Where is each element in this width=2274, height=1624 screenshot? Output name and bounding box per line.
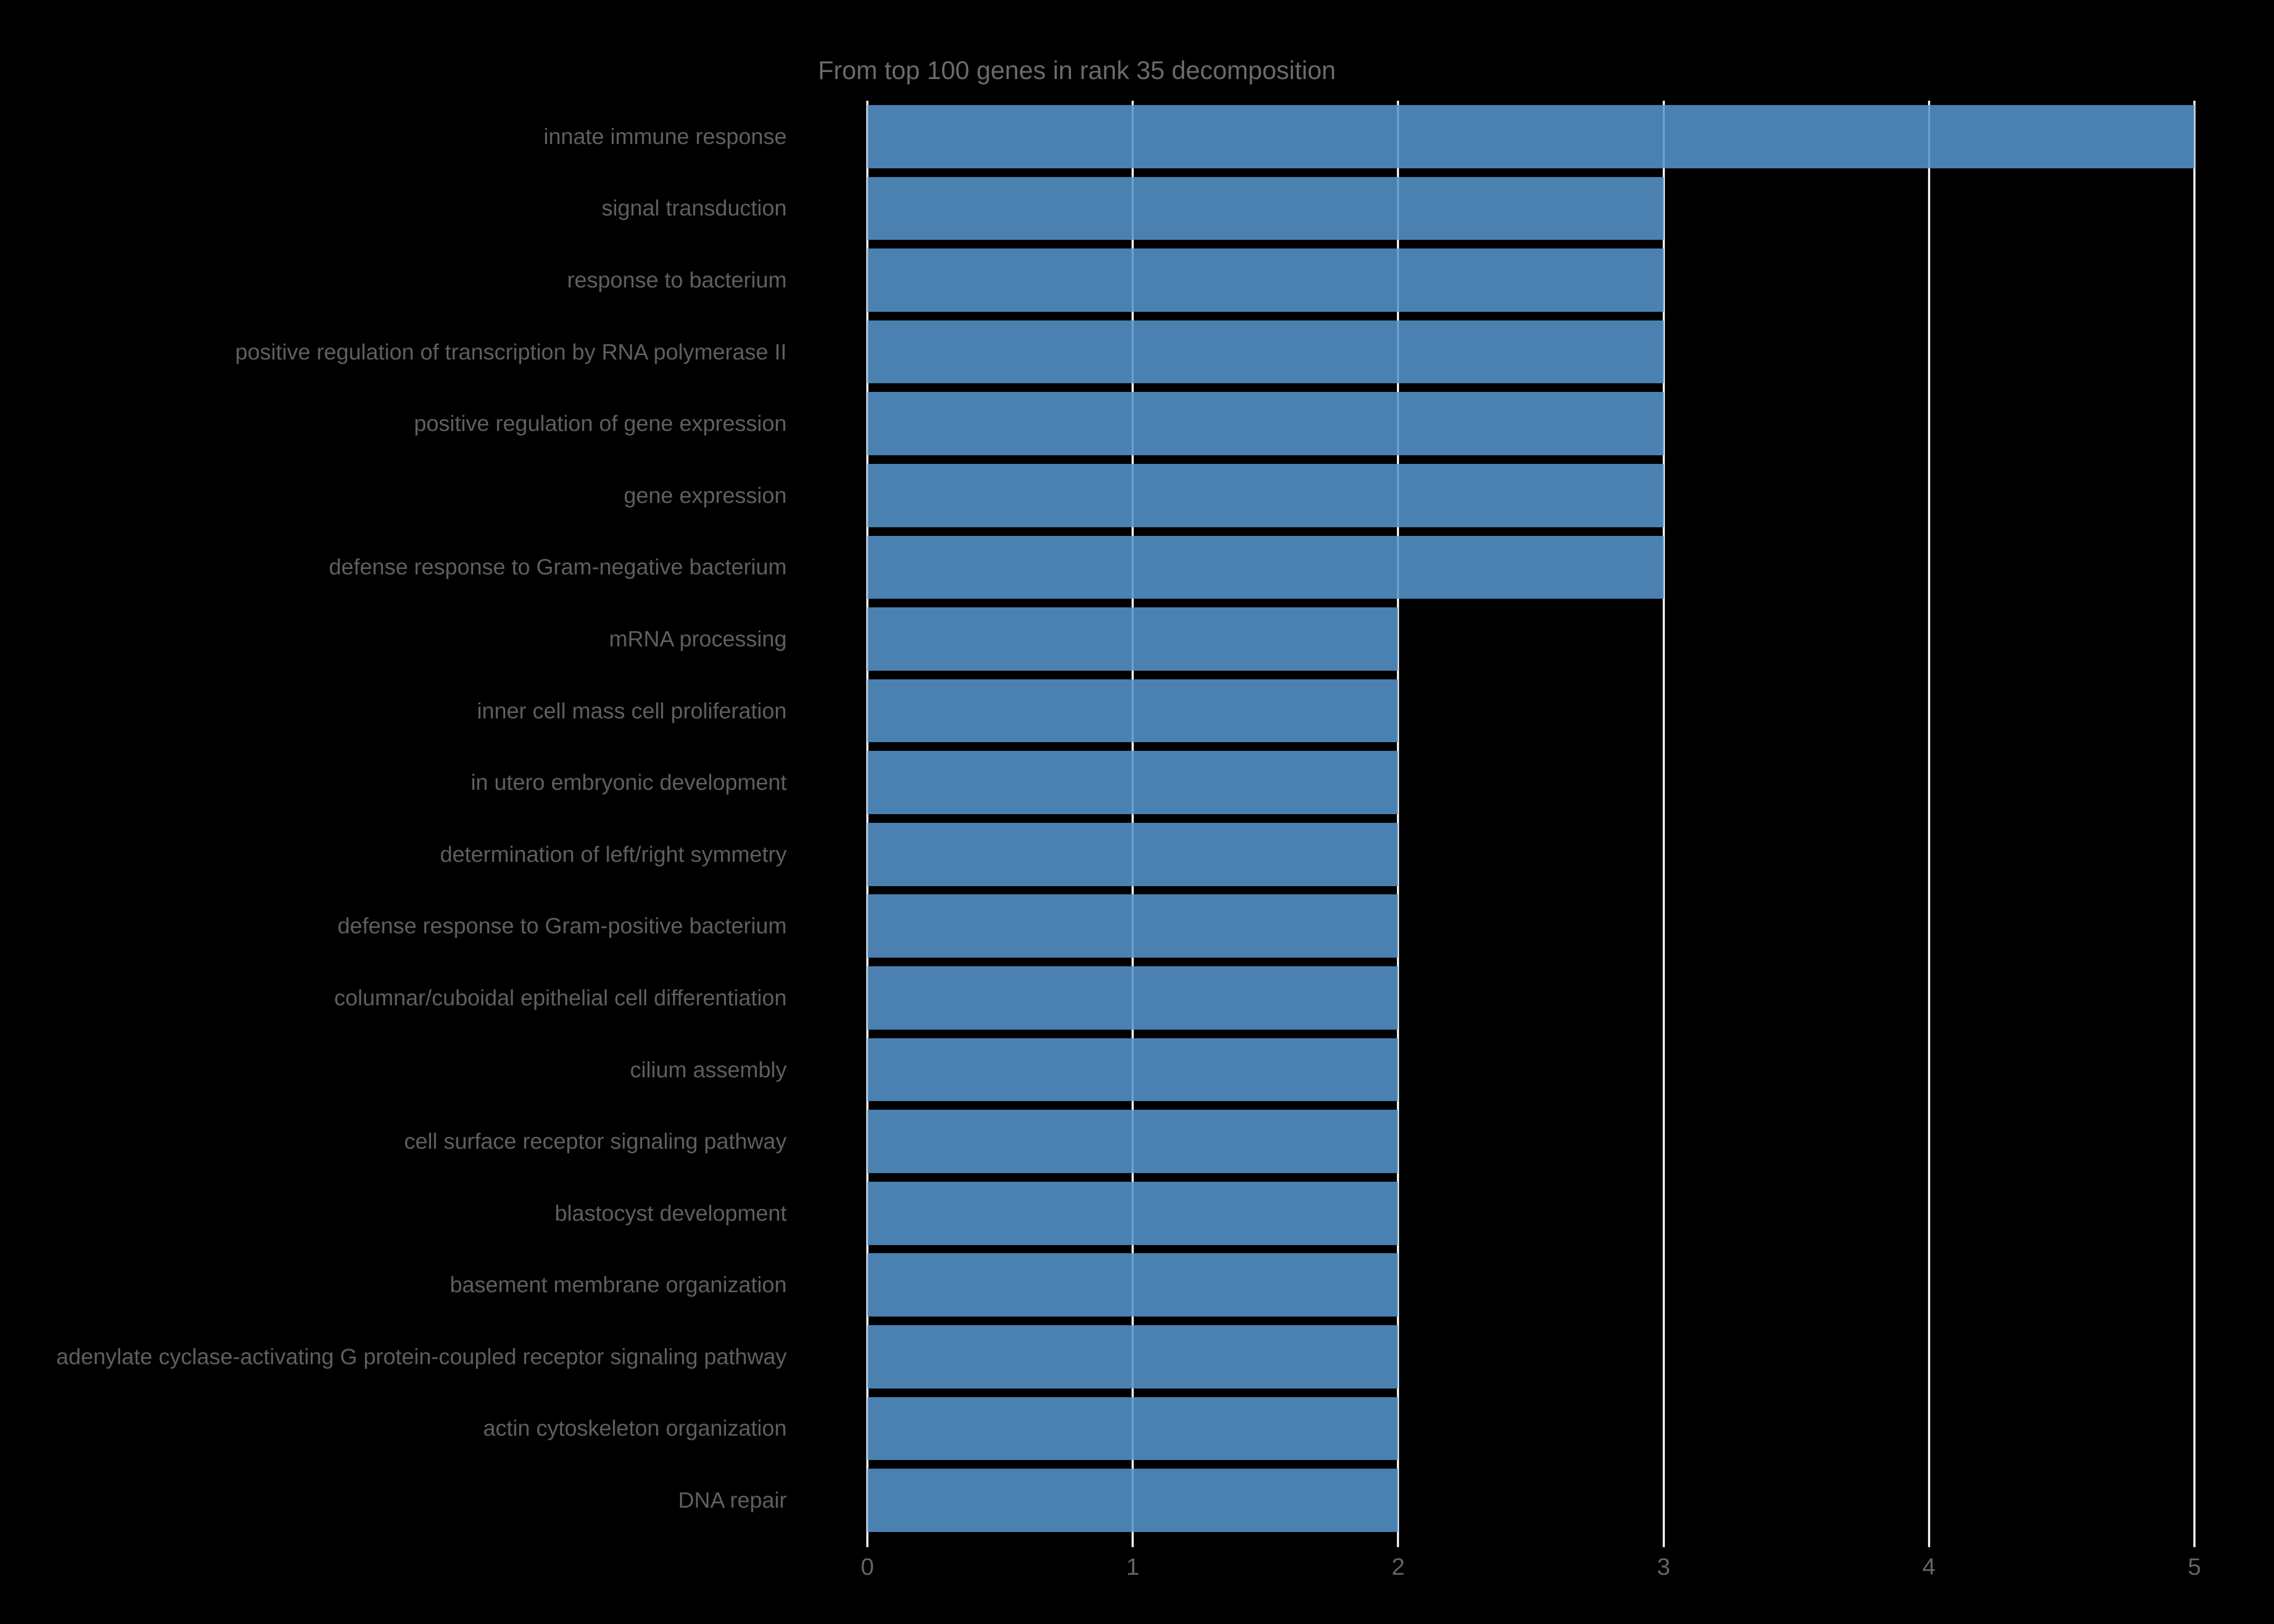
bar-row xyxy=(867,603,2194,675)
category-label: in utero embryonic development xyxy=(471,770,787,795)
bar-row xyxy=(867,1034,2194,1106)
gridline-x5 xyxy=(2193,101,2195,1536)
bar xyxy=(867,679,1399,743)
bar-row xyxy=(867,101,2194,173)
x-tick-label-1: 1 xyxy=(1126,1554,1140,1580)
x-tick-mark-3 xyxy=(1662,1536,1665,1547)
gridline-x2 xyxy=(1397,101,1400,1536)
x-tick-mark-2 xyxy=(1397,1536,1400,1547)
x-tick-mark-0 xyxy=(866,1536,868,1547)
bar-row xyxy=(867,962,2194,1034)
x-tick-label-2: 2 xyxy=(1391,1554,1405,1580)
category-label: gene expression xyxy=(624,482,787,508)
bar-row xyxy=(867,460,2194,532)
bar-row xyxy=(867,244,2194,316)
category-label: cilium assembly xyxy=(630,1057,787,1082)
category-label: columnar/cuboidal epithelial cell differ… xyxy=(334,985,787,1010)
bar-row xyxy=(867,675,2194,747)
bar-row xyxy=(867,1249,2194,1321)
bar-row xyxy=(867,1177,2194,1249)
gridline-x0 xyxy=(866,101,868,1536)
bar-row xyxy=(867,173,2194,245)
bar-row xyxy=(867,890,2194,962)
gridline-x4 xyxy=(1927,101,1930,1536)
bar xyxy=(867,104,2194,168)
bar xyxy=(867,966,1399,1030)
category-label: actin cytoskeleton organization xyxy=(483,1416,787,1441)
bar xyxy=(867,1469,1399,1532)
gridlines-layer xyxy=(866,101,2195,1536)
bar-row xyxy=(867,1464,2194,1536)
bar xyxy=(867,1110,1399,1173)
bar-row xyxy=(867,1393,2194,1465)
bar xyxy=(867,1253,1399,1317)
bar xyxy=(867,463,1664,527)
x-axis: 0 1 2 3 4 5 xyxy=(861,1536,2201,1612)
plot-area xyxy=(866,101,2195,1536)
bar-row xyxy=(867,1321,2194,1393)
category-label: inner cell mass cell proliferation xyxy=(477,698,787,723)
bar xyxy=(867,392,1664,455)
bar xyxy=(867,1181,1399,1245)
category-label: mRNA processing xyxy=(609,626,787,651)
bar-row xyxy=(867,316,2194,388)
bar xyxy=(867,822,1399,886)
gridline-x3 xyxy=(1662,101,1665,1536)
category-label: positive regulation of transcription by … xyxy=(235,339,787,364)
category-label: defense response to Gram-positive bacter… xyxy=(337,913,787,939)
category-label: response to bacterium xyxy=(567,267,787,292)
bar xyxy=(867,607,1399,671)
x-tick-label-4: 4 xyxy=(1922,1554,1936,1580)
x-tick-label-0: 0 xyxy=(860,1554,874,1580)
bar xyxy=(867,176,1664,240)
bar xyxy=(867,535,1664,599)
bar xyxy=(867,751,1399,814)
category-label: DNA repair xyxy=(678,1488,787,1513)
bar xyxy=(867,1325,1399,1389)
gridline-x1 xyxy=(1132,101,1134,1536)
category-label: basement membrane organization xyxy=(449,1272,787,1298)
category-label: blastocyst development xyxy=(554,1200,787,1226)
category-label: signal transduction xyxy=(602,195,787,221)
bar-row xyxy=(867,388,2194,460)
x-tick-mark-4 xyxy=(1927,1536,1930,1547)
category-label: adenylate cyclase-activating G protein-c… xyxy=(56,1344,787,1369)
category-label: defense response to Gram-negative bacter… xyxy=(329,554,787,580)
bar xyxy=(867,248,1664,312)
bar-row xyxy=(867,1105,2194,1177)
category-label: innate immune response xyxy=(544,123,787,149)
bars-layer xyxy=(867,101,2194,1536)
x-tick-mark-5 xyxy=(2193,1536,2195,1547)
bar xyxy=(867,1038,1399,1102)
bar-row xyxy=(867,818,2194,890)
category-label: positive regulation of gene expression xyxy=(414,411,787,436)
x-tick-label-3: 3 xyxy=(1657,1554,1670,1580)
chart-title: From top 100 genes in rank 35 decomposit… xyxy=(818,56,1336,84)
bar xyxy=(867,320,1664,384)
category-label: cell surface receptor signaling pathway xyxy=(404,1129,787,1154)
category-label: determination of left/right symmetry xyxy=(440,841,787,867)
bar-row xyxy=(867,532,2194,604)
y-axis-category-labels: innate immune response signal transductio… xyxy=(0,101,787,1536)
bar xyxy=(867,1397,1399,1461)
x-tick-mark-1 xyxy=(1132,1536,1134,1547)
x-tick-label-5: 5 xyxy=(2187,1554,2201,1580)
bar xyxy=(867,894,1399,958)
bar-row xyxy=(867,746,2194,818)
